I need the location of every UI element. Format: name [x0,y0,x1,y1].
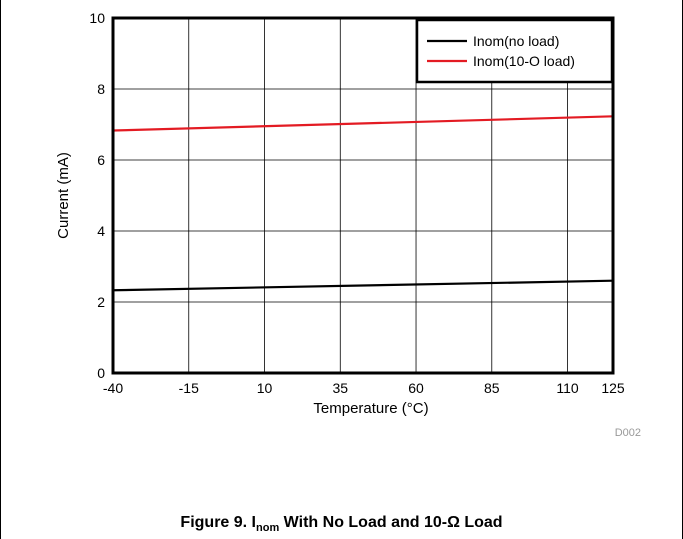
x-tick-label: 60 [408,380,424,396]
caption-suffix: With No Load and 10-Ω Load [279,514,503,531]
y-tick-label: 8 [97,81,105,97]
series-line [112,279,614,292]
x-tick-label: 85 [484,380,500,396]
x-axis-label: Temperature (°C) [313,400,428,417]
y-tick-label: 2 [97,294,105,310]
series-line [112,115,614,132]
grid [113,18,613,373]
x-tick-labels: -40 -15 10 35 60 85 110 125 [103,380,625,396]
plot-border [111,16,615,375]
y-tick-label: 0 [97,365,105,381]
y-tick-labels: 0 2 4 6 8 10 [89,10,105,381]
x-tick-label: -40 [103,380,123,396]
x-tick-label: 10 [257,380,273,396]
series-lines [112,115,614,292]
caption-prefix: Figure 9. I [180,514,256,531]
y-tick-label: 6 [97,152,105,168]
x-tick-label: 35 [332,380,348,396]
legend-label: Inom(no load) [473,33,559,49]
figure-caption: Figure 9. Inom With No Load and 10-Ω Loa… [0,514,683,534]
caption-subscript: nom [256,522,280,535]
x-tick-label: 125 [601,380,625,396]
x-tick-label: 110 [556,380,579,396]
y-tick-label: 4 [97,223,105,239]
x-tick-label: -15 [179,380,199,396]
legend: Inom(no load) Inom(10-O load) [415,18,614,84]
y-tick-label: 10 [89,10,105,26]
y-axis-label: Current (mA) [55,152,72,239]
figure-code: D002 [615,427,641,439]
legend-box [415,18,614,84]
legend-label: Inom(10-O load) [473,53,575,69]
